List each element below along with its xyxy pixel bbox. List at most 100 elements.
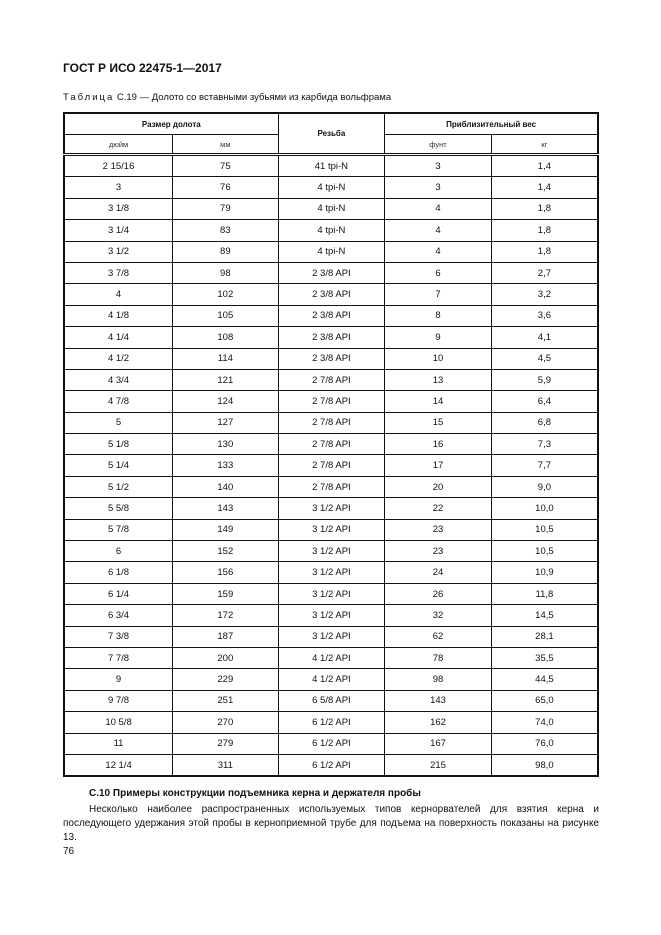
- table-cell: 6,4: [490, 390, 599, 413]
- table-cell: 172: [172, 604, 279, 627]
- table-cell: 3 1/2 API: [277, 497, 386, 520]
- header-thread: Резьба: [277, 112, 386, 155]
- table-cell: 6 3/4: [63, 604, 174, 627]
- table-cell: 1,8: [490, 197, 599, 221]
- table-cell: 2 3/8 API: [277, 347, 386, 370]
- table-cell: 133: [172, 454, 279, 477]
- table-cell: 83: [172, 219, 279, 242]
- table-cell: 14,5: [490, 604, 599, 627]
- table-cell: 98,0: [490, 753, 599, 777]
- table-cell: 24: [384, 561, 492, 584]
- table-cell: 41 tpi-N: [277, 153, 386, 178]
- table-cell: 251: [172, 689, 279, 713]
- table-row: 12 1/4 311 6 1/2 API 215 98,0: [63, 753, 599, 777]
- table-cell: 98: [172, 261, 279, 285]
- table-cell: 7,3: [490, 433, 599, 456]
- table-row: 5 1/4 133 2 7/8 API 17 7,7: [63, 454, 599, 477]
- table-cell: 102: [172, 283, 279, 306]
- table-cell: 9: [384, 326, 492, 349]
- table-row: 5 1/2 140 2 7/8 API 20 9,0: [63, 475, 599, 499]
- table-cell: 3 1/2 API: [277, 518, 386, 542]
- table-cell: 28,1: [490, 625, 599, 648]
- table-row: 4 1/2 114 2 3/8 API 10 4,5: [63, 347, 599, 370]
- table-cell: 14: [384, 390, 492, 413]
- paragraph: Несколько наиболее распространенных испо…: [63, 804, 599, 843]
- table-row: 5 127 2 7/8 API 15 6,8: [63, 411, 599, 435]
- table-cell: 149: [172, 518, 279, 542]
- table-cell: 4 3/4: [63, 368, 174, 392]
- table-row: 4 102 2 3/8 API 7 3,2: [63, 283, 599, 306]
- table-cell: 3,6: [490, 304, 599, 328]
- table-row: 3 1/8 79 4 tpi-N 4 1,8: [63, 197, 599, 221]
- table-cell: 79: [172, 197, 279, 221]
- table-cell: 124: [172, 390, 279, 413]
- table-cell: 130: [172, 433, 279, 456]
- table-row: 3 7/8 98 2 3/8 API 6 2,7: [63, 261, 599, 285]
- table-row: 5 7/8 149 3 1/2 API 23 10,5: [63, 518, 599, 542]
- table-cell: 2 7/8 API: [277, 475, 386, 499]
- table-cell: 229: [172, 668, 279, 691]
- table-cell: 3: [384, 153, 492, 178]
- table-cell: 23: [384, 540, 492, 563]
- table-cell: 3 1/2 API: [277, 604, 386, 627]
- table-cell: 143: [384, 689, 492, 713]
- table-cell: 75: [172, 153, 279, 178]
- table-row: 3 76 4 tpi-N 3 1,4: [63, 176, 599, 199]
- table-cell: 2 3/8 API: [277, 326, 386, 349]
- table-cell: 10: [384, 347, 492, 370]
- table-cell: 4,5: [490, 347, 599, 370]
- header-weight: Приблизительный вес: [384, 112, 599, 135]
- table-cell: 16: [384, 433, 492, 456]
- table-cell: 4: [63, 283, 174, 306]
- table-cell: 108: [172, 326, 279, 349]
- table-cell: 11: [63, 732, 174, 755]
- table-cell: 105: [172, 304, 279, 328]
- table-row: 4 7/8 124 2 7/8 API 14 6,4: [63, 390, 599, 413]
- subheader-lb: фунт: [384, 134, 492, 155]
- table-cell: 3 1/4: [63, 219, 174, 242]
- table-cell: 6 1/4: [63, 582, 174, 606]
- table-cell: 4 tpi-N: [277, 176, 386, 199]
- table-cell: 2 7/8 API: [277, 390, 386, 413]
- section-title: С.10 Примеры конструкции подъемника керн…: [89, 788, 421, 799]
- header-bit-size: Размер долота: [63, 112, 279, 135]
- table-row: 7 7/8 200 4 1/2 API 78 35,5: [63, 646, 599, 670]
- table-cell: 4 1/2 API: [277, 646, 386, 670]
- table-cell: 5 7/8: [63, 518, 174, 542]
- table-cell: 8: [384, 304, 492, 328]
- table-cell: 114: [172, 347, 279, 370]
- table-cell: 2 15/16: [63, 153, 174, 178]
- table-row: 4 1/4 108 2 3/8 API 9 4,1: [63, 326, 599, 349]
- table-cell: 1,4: [490, 176, 599, 199]
- table-cell: 98: [384, 668, 492, 691]
- table-cell: 159: [172, 582, 279, 606]
- table-row: 6 1/8 156 3 1/2 API 24 10,9: [63, 561, 599, 584]
- page-number: 76: [63, 846, 75, 857]
- table-cell: 4: [384, 197, 492, 221]
- table-cell: 200: [172, 646, 279, 670]
- table-cell: 1,8: [490, 240, 599, 263]
- table-cell: 4,1: [490, 326, 599, 349]
- table-cell: 62: [384, 625, 492, 648]
- table-cell: 3 1/2 API: [277, 540, 386, 563]
- table-cell: 2 3/8 API: [277, 261, 386, 285]
- table-cell: 3 1/2: [63, 240, 174, 263]
- table-cell: 4: [384, 240, 492, 263]
- table-cell: 5,9: [490, 368, 599, 392]
- table-row: 6 152 3 1/2 API 23 10,5: [63, 540, 599, 563]
- table-cell: 74,0: [490, 711, 599, 734]
- table-cell: 6,8: [490, 411, 599, 435]
- table-cell: 44,5: [490, 668, 599, 691]
- table-cell: 6: [384, 261, 492, 285]
- table-cell: 270: [172, 711, 279, 734]
- table-cell: 4 1/8: [63, 304, 174, 328]
- table-cell: 2 7/8 API: [277, 454, 386, 477]
- table-cell: 4 tpi-N: [277, 240, 386, 263]
- table-cell: 15: [384, 411, 492, 435]
- table-cell: 11,8: [490, 582, 599, 606]
- table-cell: 167: [384, 732, 492, 755]
- table-cell: 10,5: [490, 518, 599, 542]
- table-cell: 7 3/8: [63, 625, 174, 648]
- table-caption: Таблица С.19 — Долото со вставными зубья…: [63, 92, 392, 103]
